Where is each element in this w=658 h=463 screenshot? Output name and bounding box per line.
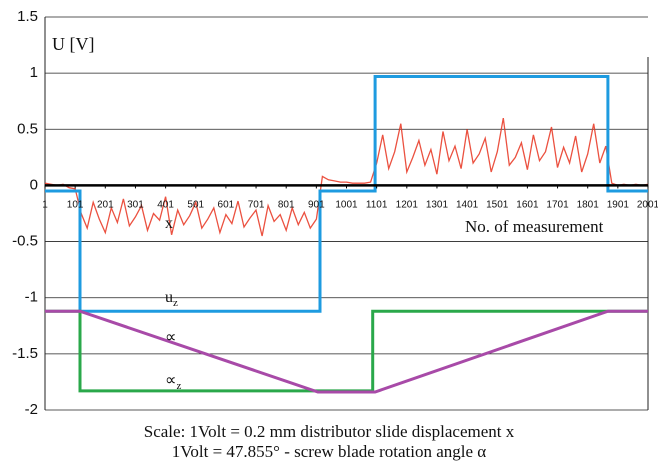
x-tick-label: 1301 (426, 199, 449, 210)
x-tick-label: 1201 (396, 199, 419, 210)
y-axis-label: U [V] (52, 34, 95, 54)
x-tick-label: 1401 (456, 199, 479, 210)
x-tick-label: 1801 (577, 199, 600, 210)
annotation-sub: z (176, 380, 181, 392)
y-tick-label: 1.5 (17, 8, 38, 25)
x-tick-label: 501 (187, 199, 204, 210)
y-tick-label: -0.5 (12, 233, 38, 250)
x-axis-label: No. of measurement (465, 217, 604, 236)
y-tick-label: -1.5 (12, 345, 38, 362)
x-tick-label: 1 (42, 199, 48, 210)
x-tick-label: 901 (308, 199, 325, 210)
x-tick-label: 101 (67, 199, 84, 210)
annotation-text: ∝ (165, 329, 176, 346)
annotation-text: ∝ (165, 372, 176, 389)
x-tick-label: 601 (218, 199, 235, 210)
x-tick-label: 201 (97, 199, 114, 210)
x-tick-label: 401 (157, 199, 174, 210)
y-tick-label: -1 (25, 289, 38, 306)
x-tick-label: 701 (248, 199, 265, 210)
annotation: uz (165, 289, 178, 309)
series-line (45, 309, 648, 394)
annotation: ∝ (165, 329, 176, 346)
series-line (44, 117, 649, 237)
annotation-text: x (165, 215, 173, 232)
annotation-sub: z (173, 297, 178, 309)
x-tick-label: 1101 (366, 199, 388, 210)
x-tick-label: 1501 (486, 199, 509, 210)
series-line (45, 309, 648, 393)
y-tick-label: 0 (30, 176, 38, 193)
x-tick-label: 301 (127, 199, 144, 210)
series-line (45, 75, 648, 313)
x-tick-label: 801 (278, 199, 295, 210)
annotation-text: u (165, 289, 173, 306)
y-tick-label: 1 (30, 64, 38, 81)
annotation: x (165, 215, 173, 232)
x-tick-label: 1701 (546, 199, 569, 210)
y-tick-label: -2 (25, 401, 38, 418)
x-tick-label: 1001 (335, 199, 358, 210)
x-tick-label: 2001 (637, 199, 658, 210)
caption: Scale: 1Volt = 0.2 mm distributor slide … (144, 422, 515, 441)
annotation: ∝z (165, 372, 181, 392)
x-tick-label: 1601 (516, 199, 539, 210)
y-tick-label: 0.5 (17, 120, 38, 137)
x-tick-label: 1901 (607, 199, 630, 210)
caption: 1Volt = 47.855° - screw blade rotation a… (172, 442, 486, 461)
